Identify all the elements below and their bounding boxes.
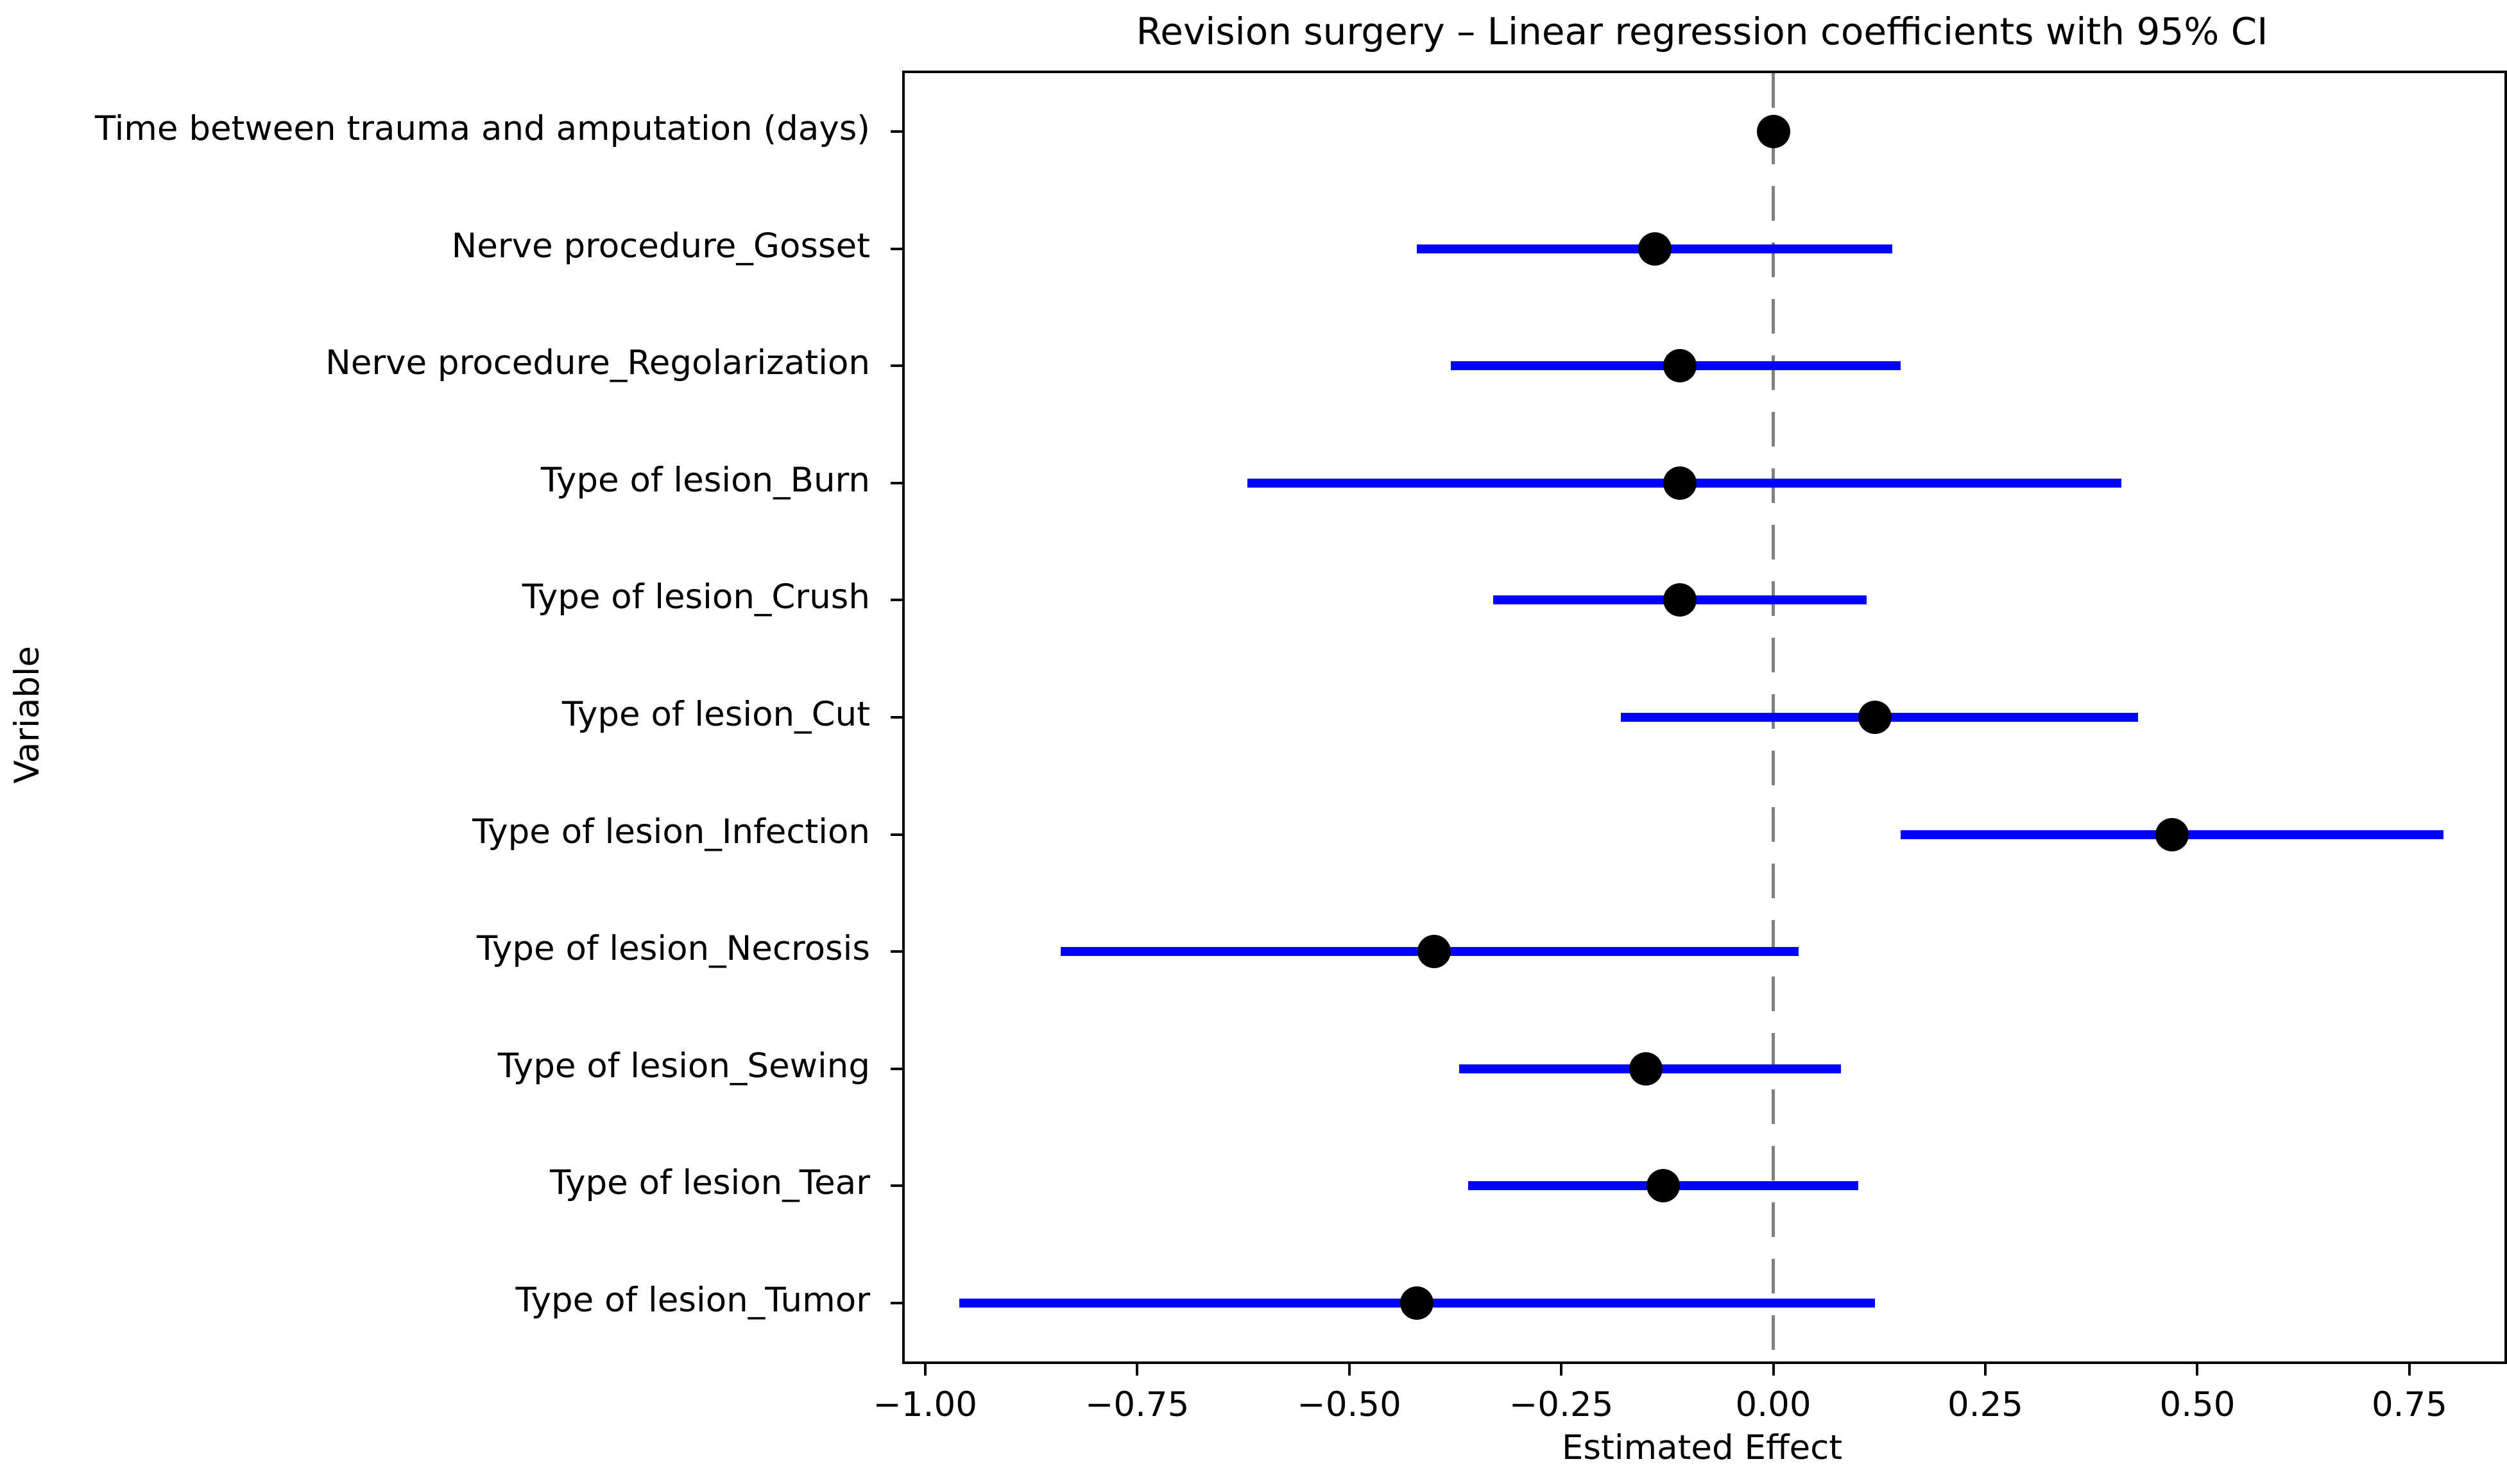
coefficient-marker [1663,466,1697,500]
coefficient-marker [1638,232,1672,266]
coefficient-marker [1400,1286,1434,1320]
x-tick-mark [1772,1361,1775,1376]
y-tick-label: Type of lesion_Burn [540,460,870,500]
chart-title: Revision surgery – Linear regression coe… [1136,10,2268,53]
y-tick-label: Type of lesion_Cut [561,695,870,734]
y-tick-label: Nerve procedure_Regolarization [325,343,870,383]
coefficient-marker [1417,935,1451,969]
y-tick-label: Type of lesion_Infection [472,812,870,851]
coefficient-marker [1663,349,1697,383]
y-tick-label: Type of lesion_Tumor [515,1280,870,1320]
x-tick-label: 0.00 [1735,1385,1811,1424]
y-tick-label: Nerve procedure_Gosset [451,226,870,266]
y-tick-label: Type of lesion_Sewing [497,1046,870,1086]
x-tick-mark [2408,1361,2411,1376]
x-tick-label: −1.00 [873,1385,977,1424]
y-tick-mark [891,247,905,250]
x-tick-label: −0.75 [1084,1385,1190,1424]
y-tick-mark [891,950,905,953]
x-tick-label: −0.50 [1297,1385,1401,1424]
y-tick-mark [891,1301,905,1304]
coefficient-marker [1663,583,1697,617]
x-tick-mark [1560,1361,1563,1376]
x-tick-mark [1348,1361,1351,1376]
plot-area: −1.00 −0.75 −0.50 −0.25 0.00 0.25 0.50 0.75 [873,71,2507,1424]
coefficient-marker [2155,817,2189,851]
x-tick-mark [923,1361,927,1376]
y-tick-mark [891,1184,905,1188]
y-tick-mark [891,599,905,602]
x-tick-label: 0.25 [1947,1385,2024,1424]
x-tick-label: −0.25 [1509,1385,1614,1424]
y-tick-mark [891,833,905,836]
y-tick-label: Time between trauma and amputation (days… [94,109,870,149]
y-tick-mark [891,481,905,484]
y-tick-label: Type of lesion_Crush [522,577,870,617]
x-tick-mark [1136,1361,1139,1376]
coefficient-marker [1629,1052,1663,1086]
y-tick-label: Type of lesion_Tear [550,1163,870,1203]
x-tick-label: 0.75 [2371,1385,2447,1424]
coefficient-marker [1858,701,1892,734]
coefficient-marker [1756,115,1790,149]
y-tick-label: Type of lesion_Necrosis [476,929,870,969]
x-tick-mark [2196,1361,2199,1376]
y-tick-mark [891,130,905,133]
y-tick-mark [891,716,905,719]
y-tick-mark [891,1067,905,1070]
x-tick-label: 0.50 [2159,1385,2236,1424]
x-axis-title: Estimated Effect [1561,1428,1843,1467]
coefficient-marker [1646,1169,1680,1203]
y-tick-mark [891,364,905,368]
x-tick-mark [1984,1361,1987,1376]
